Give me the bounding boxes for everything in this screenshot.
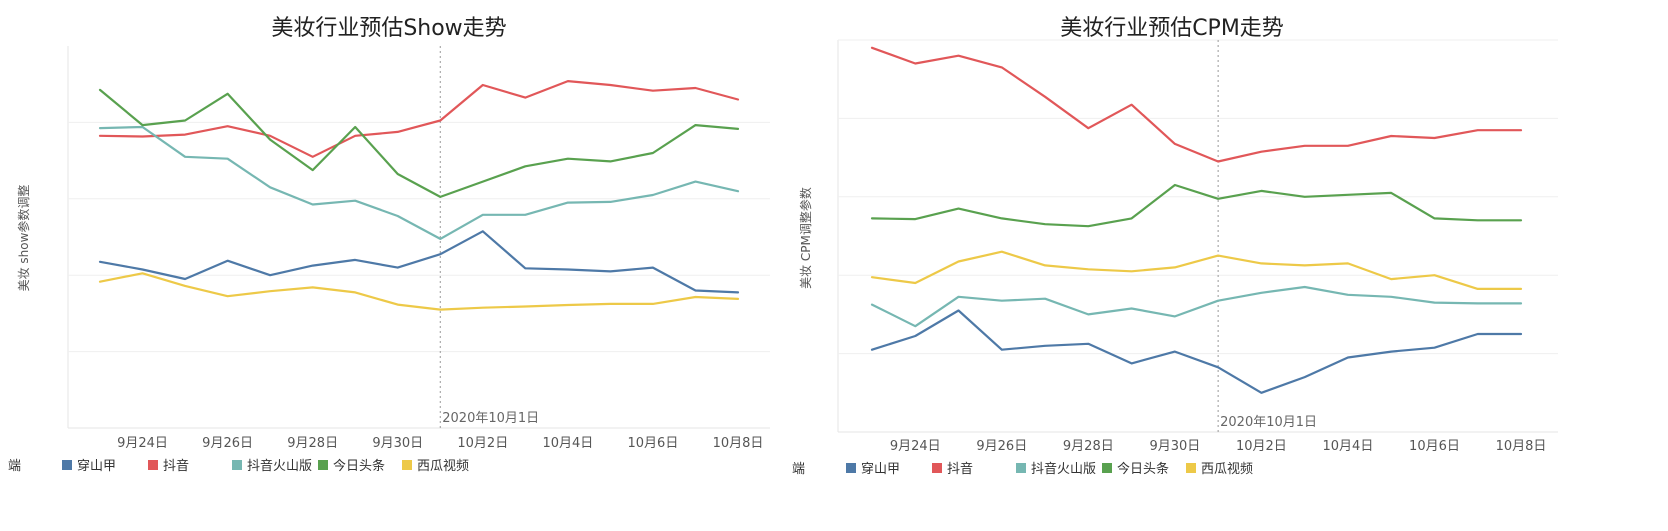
legend-label: 西瓜视频 [417,459,469,474]
series-西瓜视频-line [98,272,740,311]
x-tick-label: 10月2日 [1236,439,1287,454]
x-tick-label: 9月26日 [976,439,1027,454]
legend-swatch [1102,463,1112,473]
x-tick-label: 9月30日 [372,436,423,451]
legend-label: 今日头条 [333,458,385,474]
legend-label: 抖音 [163,458,189,474]
chart-title: 美妆行业预估CPM走势 [1060,16,1284,41]
x-tick-label: 10月2日 [457,436,508,451]
y-axis-label: 美妆 show参数调整 [16,185,31,292]
series-西瓜视频-line [870,250,1523,290]
x-tick-label: 9月30日 [1149,439,1200,454]
x-tick-label: 9月24日 [117,436,168,451]
legend-label: 穿山甲 [77,458,116,474]
x-tick-label: 10月6日 [1409,439,1460,454]
series-抖音火山版-line [870,285,1523,328]
legend-swatch [1186,463,1196,473]
legend-swatch [1016,463,1026,473]
legend-swatch [932,463,942,473]
legend-title: 端 [8,459,21,474]
series-穿山甲-line [98,230,740,294]
legend-swatch [402,460,412,470]
reference-line-label: 2020年10月1日 [442,411,539,426]
x-tick-label: 10月8日 [1496,439,1547,454]
legend-label: 今日头条 [1117,461,1169,477]
x-tick-label: 10月4日 [1323,439,1374,454]
legend-label: 穿山甲 [861,461,900,477]
legend-label: 西瓜视频 [1201,462,1253,477]
y-axis-label: 美妆 CPM调整参数 [798,187,813,289]
x-tick-label: 10月8日 [713,436,764,451]
series-穿山甲-line [870,309,1523,394]
x-tick-label: 10月4日 [542,436,593,451]
x-tick-label: 9月24日 [890,439,941,454]
series-抖音火山版-line [98,125,740,240]
series-今日头条-line [98,88,740,198]
legend-label: 抖音 [947,461,973,477]
legend-label: 抖音火山版 [247,458,312,474]
x-tick-label: 9月26日 [202,436,253,451]
x-tick-label: 10月6日 [628,436,679,451]
legend-swatch [62,460,72,470]
series-抖音-line [870,46,1523,163]
x-tick-label: 9月28日 [1063,439,1114,454]
legend-swatch [232,460,242,470]
legend-swatch [318,460,328,470]
legend-swatch [148,460,158,470]
legend-title: 端 [792,462,805,477]
legend-label: 抖音火山版 [1031,461,1096,477]
chart-title: 美妆行业预估Show走势 [271,16,506,41]
series-今日头条-line [870,183,1523,228]
reference-line-label: 2020年10月1日 [1220,415,1317,430]
cpm-chart-panel: 美妆行业预估CPM走势美妆 CPM调整参数 9月24日 9月26日 9月28日 9月30… [790,0,1668,527]
x-tick-label: 9月28日 [287,436,338,451]
show-chart-panel: 美妆行业预估Show走势美妆 show参数调整 9月24日 9月26日 9月28日 9月… [0,0,790,527]
series-抖音-line [98,79,740,158]
legend-swatch [846,463,856,473]
